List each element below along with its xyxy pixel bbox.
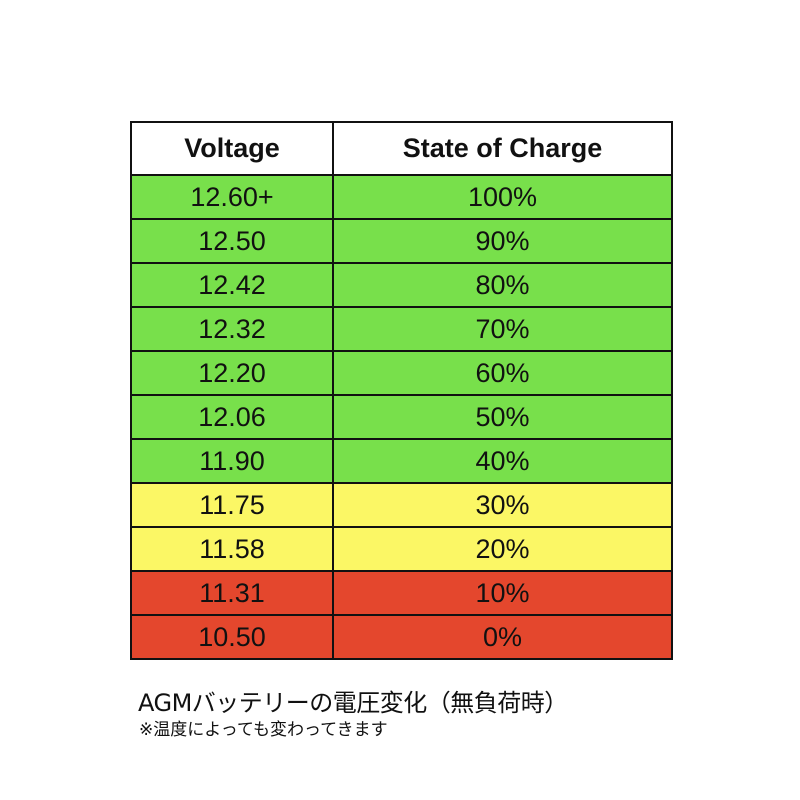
soc-cell: 70% (332, 306, 673, 352)
voltage-cell: 12.06 (130, 394, 334, 440)
table-row: 11.58 20% (130, 526, 673, 572)
caption-note: ※温度によっても変わってきます (139, 720, 388, 740)
table-row: 11.75 30% (130, 482, 673, 528)
voltage-cell: 12.20 (130, 350, 334, 396)
header-state-of-charge: State of Charge (332, 121, 673, 176)
table-row: 11.31 10% (130, 570, 673, 616)
soc-cell: 50% (332, 394, 673, 440)
voltage-cell: 11.90 (130, 438, 334, 484)
soc-cell: 20% (332, 526, 673, 572)
voltage-cell: 12.60+ (130, 174, 334, 220)
voltage-cell: 12.42 (130, 262, 334, 308)
caption-title: AGMバッテリーの電圧変化（無負荷時） (138, 689, 568, 717)
voltage-cell: 12.32 (130, 306, 334, 352)
voltage-cell: 11.31 (130, 570, 334, 616)
header-voltage: Voltage (130, 121, 334, 176)
table-row: 11.90 40% (130, 438, 673, 484)
soc-cell: 60% (332, 350, 673, 396)
table-row: 12.42 80% (130, 262, 673, 308)
voltage-cell: 10.50 (130, 614, 334, 660)
soc-cell: 0% (332, 614, 673, 660)
table-row: 12.32 70% (130, 306, 673, 352)
table-row: 12.06 50% (130, 394, 673, 440)
table-row: 12.20 60% (130, 350, 673, 396)
table-row: 10.50 0% (130, 614, 673, 660)
table-header-row: Voltage State of Charge (130, 121, 673, 176)
soc-cell: 100% (332, 174, 673, 220)
table-row: 12.60+ 100% (130, 174, 673, 220)
soc-cell: 10% (332, 570, 673, 616)
soc-cell: 90% (332, 218, 673, 264)
soc-cell: 80% (332, 262, 673, 308)
voltage-cell: 12.50 (130, 218, 334, 264)
voltage-cell: 11.75 (130, 482, 334, 528)
table-row: 12.50 90% (130, 218, 673, 264)
soc-cell: 40% (332, 438, 673, 484)
voltage-soc-table: Voltage State of Charge 12.60+ 100% 12.5… (130, 121, 673, 660)
voltage-cell: 11.58 (130, 526, 334, 572)
soc-cell: 30% (332, 482, 673, 528)
